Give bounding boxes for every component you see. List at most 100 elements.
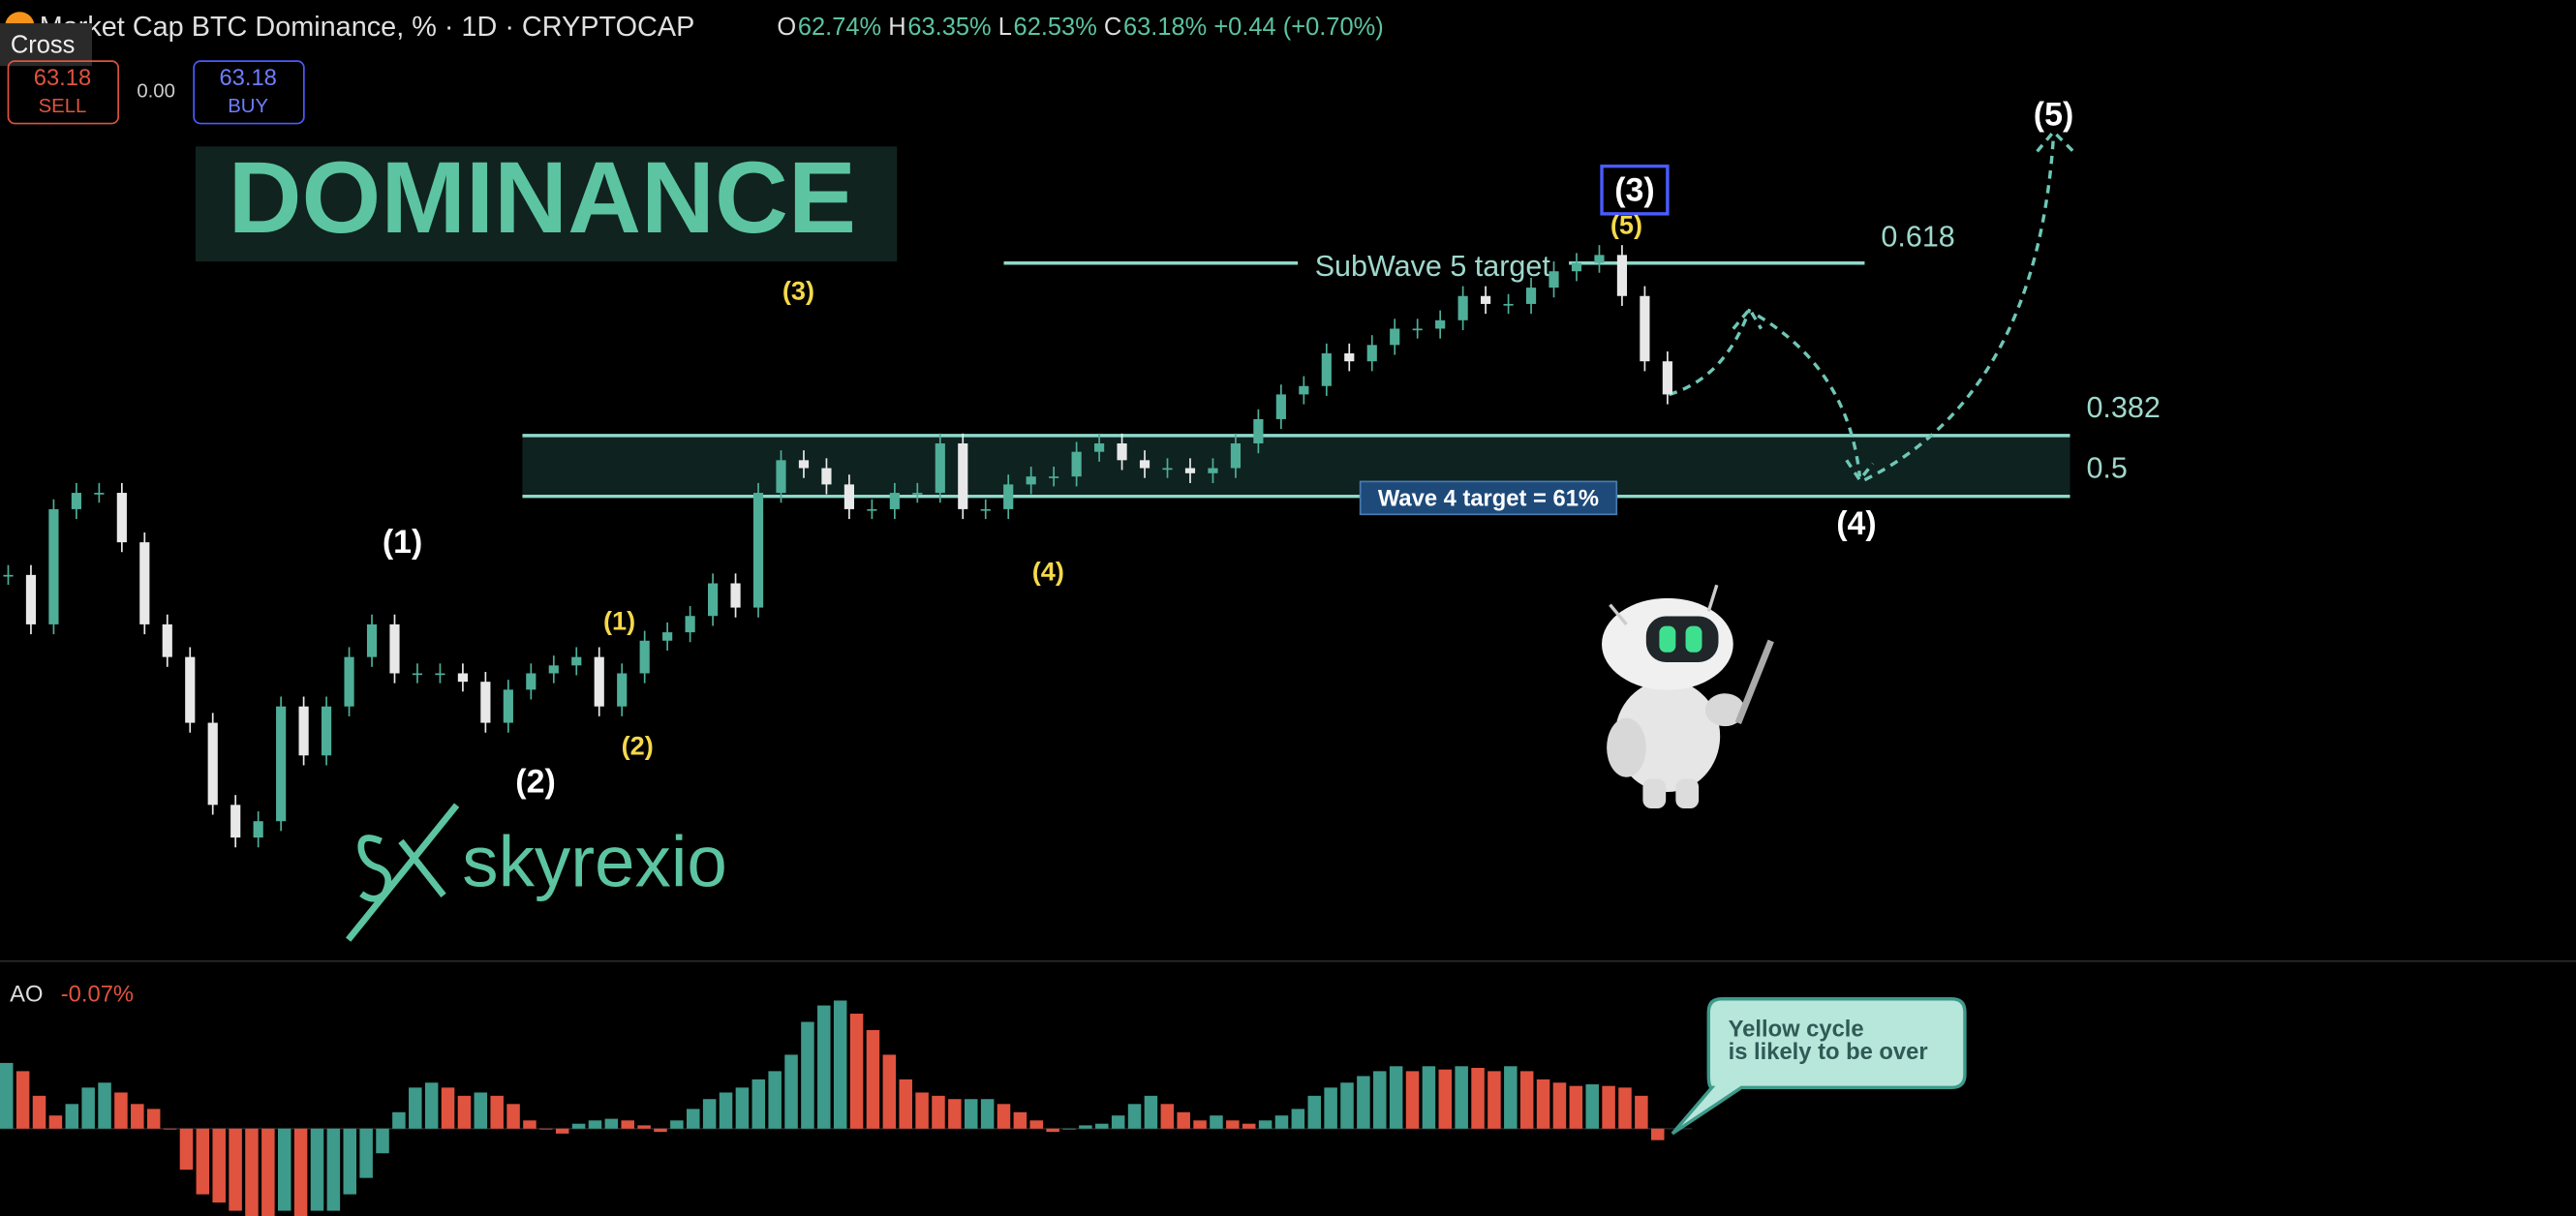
ao-bar — [1635, 1095, 1648, 1129]
ao-bar — [15, 1071, 30, 1129]
ao-bar — [1552, 1082, 1567, 1129]
ao-bar — [1242, 1123, 1256, 1129]
ao-bar — [1422, 1066, 1436, 1129]
candle — [980, 508, 991, 511]
fib-label: 0.618 — [1881, 220, 1954, 253]
candle — [1503, 303, 1514, 306]
candle — [707, 583, 719, 617]
ao-bar — [588, 1120, 602, 1129]
ao-bar — [849, 1014, 864, 1129]
robot — [1602, 584, 1774, 808]
ao-bar — [457, 1095, 472, 1129]
tooltip-bg — [0, 23, 92, 67]
buy-button[interactable] — [193, 60, 305, 125]
candle — [48, 508, 59, 624]
candle — [571, 656, 582, 666]
fib-label: 0.5 — [2086, 452, 2127, 485]
candle — [1616, 255, 1628, 296]
subwave-label: (5) — [1610, 210, 1642, 240]
annotation: SubWave 5 target — [1315, 250, 1551, 283]
candle — [344, 656, 354, 707]
ao-bar — [1046, 1128, 1059, 1133]
candle — [1594, 255, 1605, 263]
candle — [1299, 385, 1309, 395]
candle — [958, 442, 968, 509]
ao-bar — [1274, 1115, 1289, 1129]
ao-bar — [915, 1092, 929, 1129]
spread: 0.00 — [137, 81, 175, 103]
ao-bar — [0, 1062, 14, 1129]
candle — [639, 640, 650, 674]
candle — [321, 706, 332, 756]
ao-bar — [571, 1123, 586, 1129]
candle — [752, 493, 764, 608]
wave-label: (2) — [515, 763, 555, 800]
ao-bar — [637, 1125, 651, 1129]
candle — [457, 673, 468, 683]
ao-bar — [1519, 1071, 1534, 1129]
ao-bar — [196, 1128, 210, 1195]
candle — [1640, 295, 1650, 362]
sell-button[interactable] — [7, 60, 119, 125]
candle — [139, 542, 150, 624]
ao-bar — [179, 1128, 194, 1170]
candle — [162, 623, 172, 657]
candle — [526, 673, 537, 690]
ao-bar — [1177, 1111, 1190, 1129]
ao-bar — [882, 1054, 897, 1129]
ao-bar — [1258, 1120, 1273, 1129]
wave-label: (4) — [1836, 505, 1876, 542]
ao-bar — [1127, 1104, 1142, 1129]
callout-text: Yellow cycle — [1729, 1016, 1864, 1042]
target-zone — [522, 435, 2070, 497]
candle — [276, 706, 287, 822]
annotation-box — [1359, 480, 1618, 516]
ao-bar — [1536, 1079, 1550, 1129]
ao-bar — [621, 1120, 634, 1129]
ao-bar — [261, 1128, 275, 1216]
ao-bar — [948, 1099, 962, 1129]
candle — [1162, 468, 1173, 471]
candle — [1662, 361, 1672, 395]
sell-price: 63.18 — [34, 65, 91, 91]
callout-text: is likely to be over — [1729, 1039, 1928, 1065]
candle — [685, 616, 695, 633]
candle — [298, 706, 309, 756]
ao-bar — [474, 1092, 488, 1129]
ao-bar — [1438, 1069, 1453, 1129]
ao-bar — [932, 1095, 945, 1129]
ao-bar — [866, 1029, 880, 1129]
change: +0.44 (+0.70%) — [1213, 14, 1383, 41]
ohlc-key: H — [888, 14, 905, 41]
candle — [1344, 353, 1355, 362]
ao-bar — [801, 1021, 814, 1129]
candle — [71, 493, 81, 509]
wave-box — [1600, 164, 1670, 216]
ao-bar — [1029, 1120, 1044, 1129]
candle — [1321, 353, 1332, 386]
ao-bar — [1210, 1115, 1223, 1129]
ao-bar — [212, 1128, 226, 1203]
ao-bar — [277, 1128, 291, 1211]
ao-bar — [326, 1128, 341, 1211]
ao-bar — [81, 1087, 95, 1129]
ao-bar — [1405, 1071, 1420, 1129]
candle — [867, 508, 877, 511]
ao-bar — [751, 1079, 766, 1129]
candle — [116, 493, 127, 543]
tooltip: Cross — [11, 32, 75, 59]
candle — [1457, 295, 1468, 320]
candle — [207, 722, 218, 806]
ao-bar — [1585, 1083, 1599, 1129]
candle — [1071, 451, 1082, 477]
ao-bar — [670, 1120, 684, 1129]
subwave-label: (2) — [622, 730, 654, 760]
ao-bar — [702, 1099, 717, 1129]
ao-bar — [964, 1099, 978, 1129]
candle — [94, 493, 105, 495]
ao-bar — [899, 1079, 912, 1129]
candle — [1549, 271, 1559, 289]
candle — [594, 656, 604, 707]
candle — [3, 574, 14, 577]
candle — [1366, 345, 1377, 362]
